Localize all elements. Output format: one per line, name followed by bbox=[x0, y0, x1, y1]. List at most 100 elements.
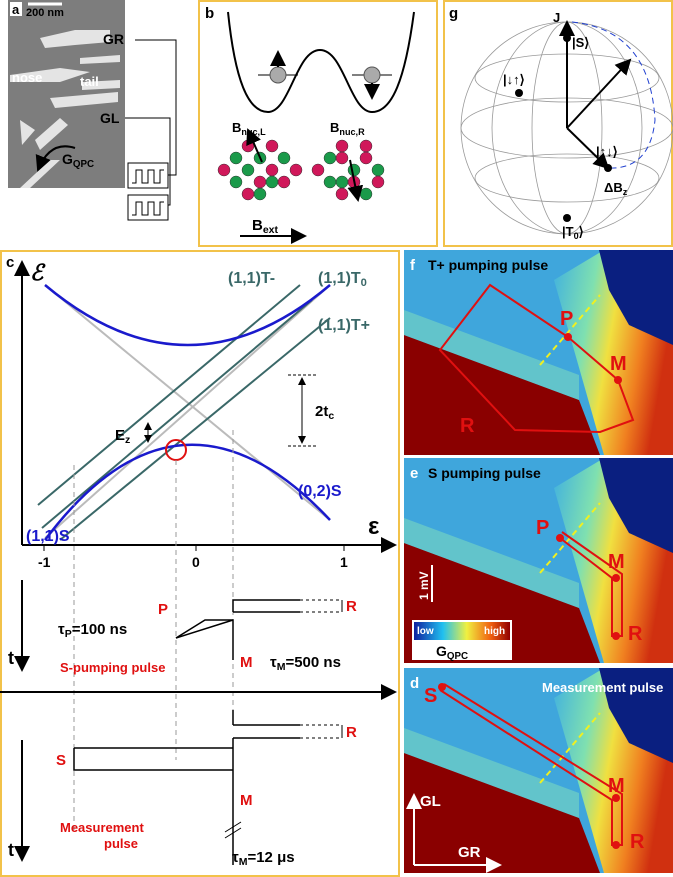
gate-label: GL bbox=[100, 110, 120, 126]
state-label: J bbox=[553, 10, 560, 25]
state-label: ΔBz bbox=[604, 180, 628, 197]
pulse-shape bbox=[73, 710, 300, 810]
scale-label: 200 nm bbox=[26, 7, 64, 19]
trajectory bbox=[571, 21, 656, 169]
colorbar-label: low bbox=[417, 626, 434, 637]
pulse-continuation bbox=[300, 724, 340, 739]
current-arrow bbox=[35, 145, 76, 172]
panel-frame bbox=[0, 250, 400, 877]
current-label: GQPC bbox=[62, 151, 94, 170]
guides bbox=[73, 430, 234, 830]
state-label: (1,1)S bbox=[26, 528, 70, 545]
pole bbox=[563, 214, 571, 222]
axis-label: GR bbox=[458, 844, 481, 861]
panel-e: e S pumping pulse P M R 1 mV low high GQ… bbox=[404, 458, 673, 663]
wires bbox=[125, 39, 177, 206]
state-label: (1,1)T0 bbox=[318, 270, 367, 289]
field-label: Bext bbox=[252, 217, 279, 236]
pulse-duration: τP=100 ns bbox=[58, 621, 127, 640]
region-label: tail bbox=[80, 74, 99, 89]
point-label: M bbox=[610, 353, 627, 375]
panel-label: f bbox=[410, 257, 416, 274]
gate-label: GR bbox=[103, 31, 124, 47]
pulse-point bbox=[612, 574, 620, 582]
pulse-path bbox=[438, 283, 635, 434]
x-tick-label: 0 bbox=[192, 554, 200, 570]
state-point bbox=[515, 89, 523, 97]
time-label: t bbox=[8, 648, 14, 668]
pulse-duration: τM=500 ns bbox=[270, 654, 341, 673]
panel-c: c ℰ ε -1 0 1 Ez 2tc (1,1)T- (1,1)T0 (1,1… bbox=[0, 250, 400, 877]
pulse-point bbox=[612, 794, 620, 802]
electron bbox=[363, 66, 381, 84]
pole bbox=[563, 34, 571, 42]
pulse-point: M bbox=[240, 654, 253, 671]
axis-label: GL bbox=[420, 793, 441, 810]
panel-label: b bbox=[205, 5, 214, 22]
state-point bbox=[604, 164, 612, 172]
point-label: P bbox=[536, 517, 549, 539]
panel-label: c bbox=[6, 254, 14, 271]
state-vector bbox=[566, 58, 632, 129]
triplet-lines bbox=[37, 284, 331, 541]
pulse-point bbox=[612, 632, 620, 640]
panel-a: a 200 nm GR nose tail GL GQPC bbox=[8, 0, 177, 221]
guide-line bbox=[539, 294, 601, 366]
point-label: R bbox=[630, 831, 645, 853]
point-label: R bbox=[460, 415, 475, 437]
pulse-point: M bbox=[240, 792, 253, 809]
x-tick-label: 1 bbox=[340, 554, 348, 570]
panel-label: g bbox=[449, 5, 458, 22]
pulse-shape bbox=[175, 619, 234, 639]
field-arrow bbox=[246, 128, 263, 163]
gap-label: Ez bbox=[115, 427, 130, 446]
diabatic-line bbox=[44, 284, 331, 521]
pulse-point bbox=[556, 534, 564, 542]
field-arrow bbox=[347, 159, 364, 202]
x-tick-label: -1 bbox=[38, 554, 51, 570]
guide-line bbox=[539, 502, 601, 574]
state-label: |↓↑⟩ bbox=[503, 72, 525, 87]
pulse-point: S bbox=[56, 752, 66, 769]
pulse-symbol bbox=[132, 169, 164, 216]
panel-g: g J |S⟩ |↓↑⟩ |↑↓⟩ |T0⟩ ΔBz bbox=[443, 0, 673, 247]
axis-break bbox=[224, 821, 242, 839]
conductance-map bbox=[404, 250, 673, 455]
state-label: |↑↓⟩ bbox=[596, 144, 618, 159]
panel-frame bbox=[198, 0, 438, 247]
electron bbox=[269, 66, 287, 84]
point-label: P bbox=[560, 308, 573, 330]
pulse-box bbox=[127, 162, 169, 189]
region-label: nose bbox=[12, 70, 42, 85]
panel-d: d Measurement pulse S M R GL GR bbox=[404, 668, 673, 873]
potential bbox=[227, 11, 415, 114]
panel-title: T+ pumping pulse bbox=[428, 257, 548, 273]
pulse-duration: τM=12 μs bbox=[232, 849, 295, 868]
pulse-point bbox=[564, 333, 572, 341]
pulse-point bbox=[614, 376, 622, 384]
panel-label: e bbox=[410, 465, 418, 482]
label-box bbox=[10, 2, 22, 16]
panel-label: d bbox=[410, 675, 419, 692]
pulse-point bbox=[438, 683, 446, 691]
pulse-title: Measurement bbox=[60, 820, 144, 835]
guide-line bbox=[539, 712, 601, 784]
pulse-point bbox=[612, 841, 620, 849]
axis bbox=[566, 127, 610, 170]
panel-title: Measurement pulse bbox=[542, 680, 663, 695]
gap-label: 2tc bbox=[315, 403, 334, 422]
point-label: S bbox=[424, 685, 437, 707]
pulse-continuation bbox=[300, 599, 340, 613]
pulse-title: S-pumping pulse bbox=[60, 660, 165, 675]
panel-title: S pumping pulse bbox=[428, 465, 541, 481]
field-label: Bnuc,R bbox=[330, 120, 365, 137]
nuclei bbox=[217, 139, 385, 201]
pulse-point: R bbox=[346, 724, 357, 741]
pulse-shape bbox=[175, 599, 300, 660]
colorbar-label: high bbox=[484, 626, 505, 637]
colorbar-title: GQPC bbox=[436, 643, 468, 662]
pulse-title: pulse bbox=[104, 836, 138, 851]
point-label: M bbox=[608, 551, 625, 573]
